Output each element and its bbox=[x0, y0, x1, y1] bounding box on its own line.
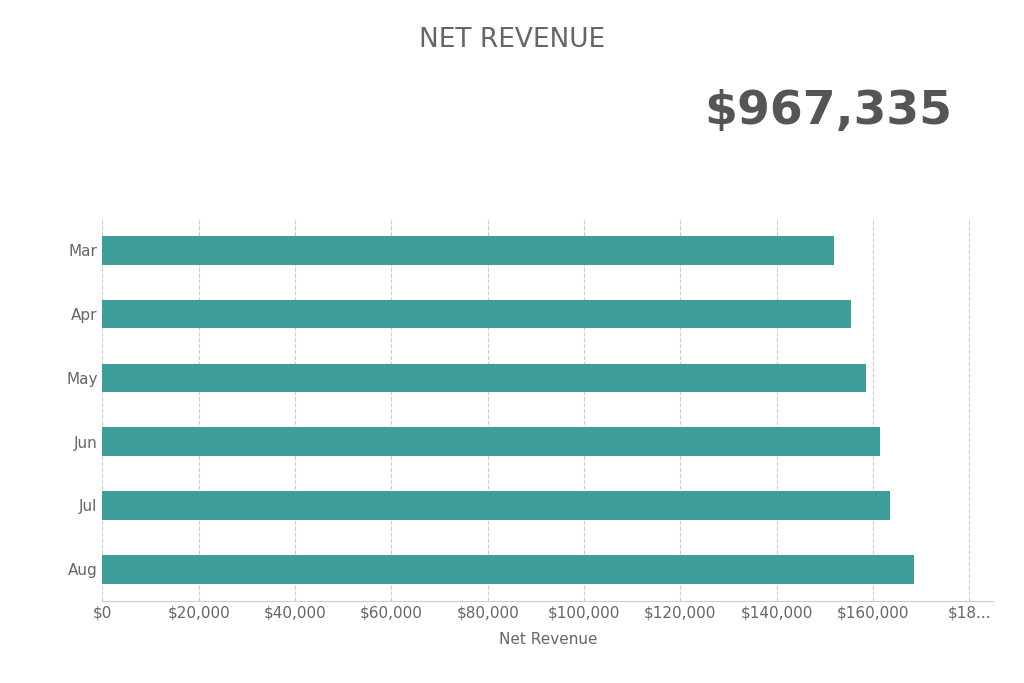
Bar bbox=[102, 428, 880, 456]
Bar bbox=[102, 363, 865, 392]
X-axis label: Net Revenue: Net Revenue bbox=[499, 632, 597, 647]
Bar bbox=[102, 300, 851, 329]
Bar bbox=[102, 491, 890, 520]
Bar bbox=[102, 236, 835, 264]
Text: $967,335: $967,335 bbox=[705, 89, 952, 134]
Text: NET REVENUE: NET REVENUE bbox=[419, 27, 605, 53]
Bar bbox=[102, 555, 913, 584]
